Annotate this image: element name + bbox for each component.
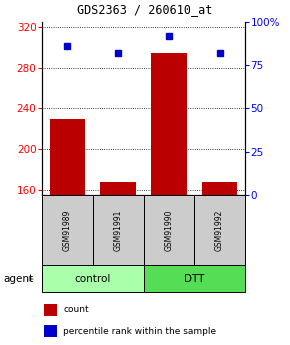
Text: control: control xyxy=(75,274,111,284)
Bar xyxy=(194,195,245,265)
Bar xyxy=(100,182,136,195)
Bar xyxy=(144,265,245,292)
Text: DTT: DTT xyxy=(184,274,204,284)
Bar xyxy=(144,195,194,265)
Text: GSM91990: GSM91990 xyxy=(164,209,173,251)
Text: GDS2363 / 260610_at: GDS2363 / 260610_at xyxy=(77,3,213,17)
Bar xyxy=(50,119,85,195)
Text: percentile rank within the sample: percentile rank within the sample xyxy=(64,327,217,336)
Bar xyxy=(44,325,57,337)
Text: GSM91989: GSM91989 xyxy=(63,209,72,251)
Bar xyxy=(42,265,144,292)
Bar xyxy=(42,195,93,265)
Bar xyxy=(151,52,187,195)
Text: agent: agent xyxy=(3,274,33,284)
Text: GSM91991: GSM91991 xyxy=(114,209,123,251)
Bar xyxy=(202,182,238,195)
Text: count: count xyxy=(64,305,89,314)
Text: GSM91992: GSM91992 xyxy=(215,209,224,251)
Bar xyxy=(44,304,57,316)
Bar xyxy=(93,195,144,265)
